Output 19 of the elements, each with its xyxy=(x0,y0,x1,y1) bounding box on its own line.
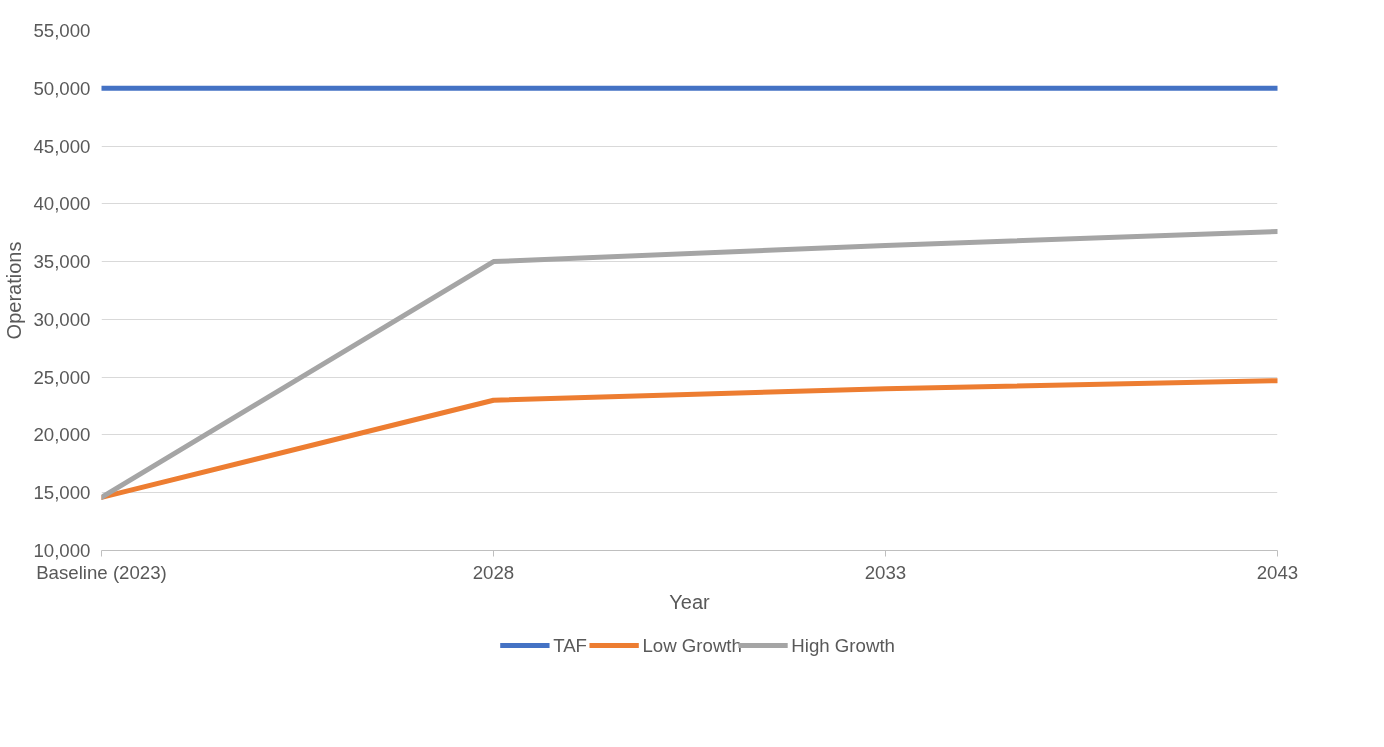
legend-label: High Growth xyxy=(791,635,895,656)
x-tick-label: Baseline (2023) xyxy=(36,561,167,583)
y-tick-label: 40,000 xyxy=(33,193,91,215)
y-tick-label: 30,000 xyxy=(33,308,91,330)
legend-label: Low Growth xyxy=(642,635,742,656)
y-tick-label: 25,000 xyxy=(33,366,91,388)
y-tick-label: 15,000 xyxy=(33,482,91,504)
y-axis-title: Operations xyxy=(3,241,26,340)
y-tick-label: 50,000 xyxy=(33,77,91,99)
y-tick-label: 55,000 xyxy=(33,20,91,41)
x-tick-label: 2028 xyxy=(472,561,515,583)
y-tick-label: 10,000 xyxy=(33,540,91,561)
x-axis-title: Year xyxy=(669,590,711,613)
x-tick-label: 2043 xyxy=(1256,561,1299,583)
x-tick-label: 2033 xyxy=(864,561,907,583)
legend-label: TAF xyxy=(553,635,587,656)
y-tick-label: 45,000 xyxy=(33,135,91,157)
y-tick-label: 35,000 xyxy=(33,251,91,273)
y-tick-label: 20,000 xyxy=(33,424,91,446)
